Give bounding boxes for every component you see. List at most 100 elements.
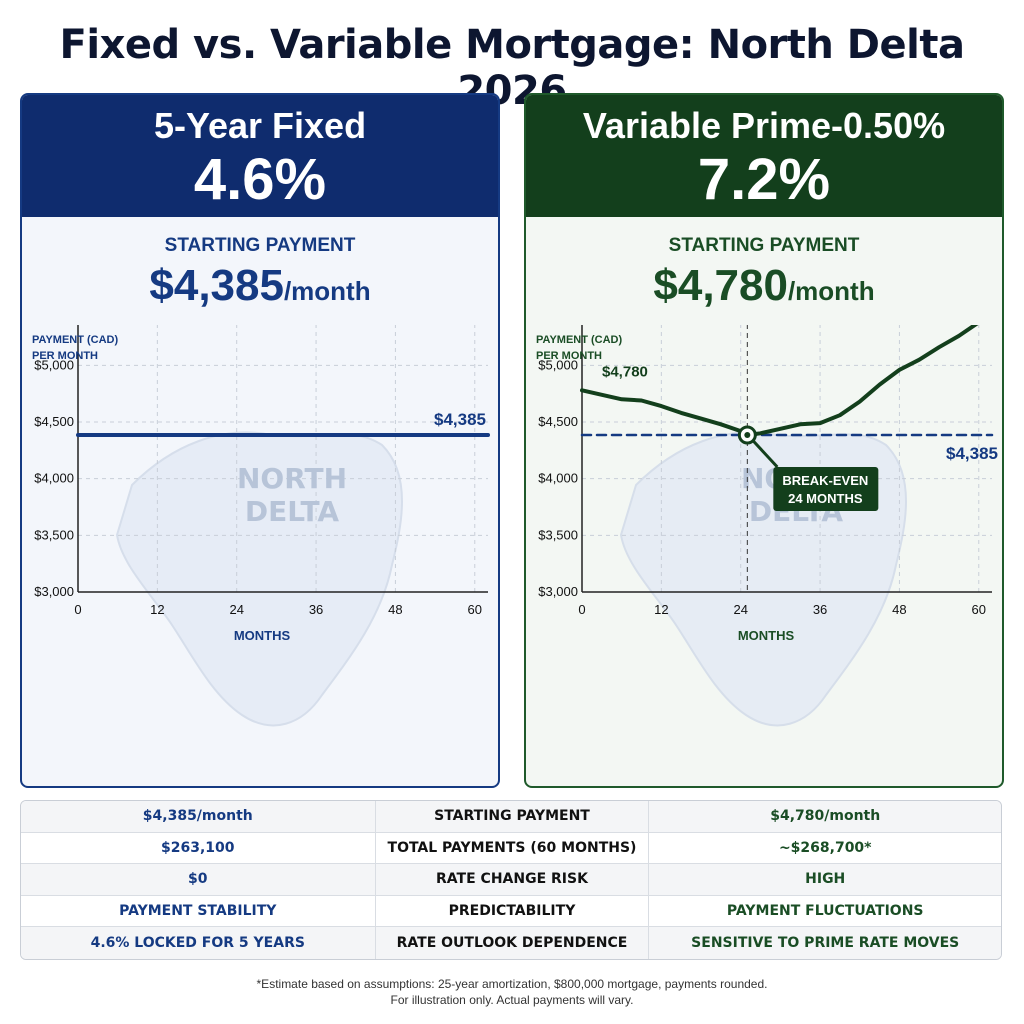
break-even-label: BREAK-EVEN bbox=[782, 473, 868, 488]
fixed-rate: 4.6% bbox=[193, 147, 327, 212]
fixed-starting-payment: $4,385/month bbox=[22, 261, 498, 311]
x-tick-label: 24 bbox=[733, 602, 747, 617]
variable-cell: SENSITIVE TO PRIME RATE MOVES bbox=[691, 935, 960, 952]
x-tick-label: 12 bbox=[150, 602, 164, 617]
y-axis-label: PAYMENT (CAD) bbox=[536, 334, 623, 346]
page-title: Fixed vs. Variable Mortgage: North Delta… bbox=[59, 22, 965, 114]
map-label: NORTH bbox=[237, 462, 347, 495]
variable-header: Variable Prime-0.50% 7.2% bbox=[526, 95, 1002, 217]
variable-starting-unit: /month bbox=[787, 276, 875, 306]
x-tick-label: 0 bbox=[74, 602, 81, 617]
fixed-header: 5-Year Fixed 4.6% bbox=[22, 95, 498, 217]
data-point bbox=[601, 394, 603, 396]
data-point bbox=[938, 346, 940, 348]
fixed-cell: $263,100 bbox=[21, 832, 376, 864]
break-even-pointer bbox=[752, 440, 779, 469]
data-point bbox=[839, 414, 841, 417]
y-axis-label: PER MONTH bbox=[536, 350, 602, 362]
y-axis-label: PER MONTH bbox=[32, 350, 98, 362]
data-point bbox=[779, 428, 782, 430]
data-point bbox=[680, 412, 682, 414]
variable-cell: ~$268,700* bbox=[778, 839, 872, 856]
variable-rate: 7.2% bbox=[697, 147, 831, 212]
fixed-panel: 5-Year Fixed 4.6% STARTING PAYMENT $4,38… bbox=[20, 93, 500, 788]
x-tick-label: 48 bbox=[892, 602, 906, 617]
variable-cell: HIGH bbox=[805, 871, 846, 888]
data-point bbox=[858, 400, 861, 403]
y-tick-label: $3,000 bbox=[34, 584, 74, 599]
fixed-starting-unit: /month bbox=[283, 276, 371, 306]
table-row: 4.6% LOCKED FOR 5 YEARS RATE OUTLOOK DEP… bbox=[21, 927, 1001, 959]
footnote-line: For illustration only. Actual payments w… bbox=[390, 993, 634, 1007]
fixed-cell: $4,385/month bbox=[21, 801, 376, 832]
x-axis-label: MONTHS bbox=[234, 628, 291, 643]
data-point bbox=[77, 434, 79, 436]
y-tick-label: $4,000 bbox=[538, 471, 578, 486]
data-point bbox=[878, 383, 881, 386]
data-label: $4,385 bbox=[434, 410, 486, 429]
break-even-callout bbox=[773, 467, 879, 512]
metric-cell: STARTING PAYMENT bbox=[376, 801, 650, 832]
variable-starting-label: STARTING PAYMENT bbox=[668, 235, 860, 256]
variable-panel: Variable Prime-0.50% 7.2% STARTING PAYME… bbox=[524, 93, 1004, 788]
x-tick-label: 36 bbox=[813, 602, 827, 617]
y-tick-label: $3,500 bbox=[34, 527, 74, 542]
fixed-cell: PAYMENT STABILITY bbox=[21, 895, 376, 927]
variable-cell: $4,780/month bbox=[770, 808, 881, 825]
data-point bbox=[660, 405, 663, 407]
footnote: *Estimate based on assumptions: 25-year … bbox=[0, 976, 1024, 1008]
y-tick-label: $4,000 bbox=[34, 471, 74, 486]
fixed-starting-value: $4,385 bbox=[149, 261, 284, 310]
table-row: PAYMENT STABILITY PREDICTABILITY PAYMENT… bbox=[21, 895, 1001, 928]
data-point bbox=[720, 423, 722, 426]
y-tick-label: $5,000 bbox=[34, 357, 74, 372]
y-tick-label: $3,500 bbox=[538, 527, 578, 542]
break-even-marker-dot bbox=[744, 432, 751, 439]
x-tick-label: 60 bbox=[468, 602, 482, 617]
table-row: $263,100 TOTAL PAYMENTS (60 MONTHS) ~$26… bbox=[21, 832, 1001, 865]
data-point bbox=[620, 398, 623, 401]
y-tick-label: $3,000 bbox=[538, 584, 578, 599]
data-point bbox=[918, 358, 921, 361]
data-point bbox=[898, 369, 901, 371]
variable-cell: PAYMENT FLUCTUATIONS bbox=[726, 903, 924, 920]
data-point bbox=[581, 389, 583, 392]
fixed-cell: 4.6% LOCKED FOR 5 YEARS bbox=[21, 927, 376, 959]
y-tick-label: $5,000 bbox=[538, 357, 578, 372]
x-axis-label: MONTHS bbox=[738, 628, 795, 643]
variable-name: Variable Prime-0.50% bbox=[582, 105, 946, 146]
y-axis-label: PAYMENT (CAD) bbox=[32, 334, 119, 346]
variable-starting-payment: $4,780/month bbox=[526, 261, 1002, 311]
table-row: $4,385/month STARTING PAYMENT $4,780/mon… bbox=[21, 801, 1001, 833]
fixed-starting-label: STARTING PAYMENT bbox=[164, 235, 356, 256]
data-point bbox=[799, 423, 802, 426]
data-point bbox=[700, 417, 702, 420]
fixed-name: 5-Year Fixed bbox=[153, 105, 367, 146]
x-tick-label: 36 bbox=[309, 602, 323, 617]
table-row: $0 RATE CHANGE RISK HIGH bbox=[21, 864, 1001, 896]
metric-cell: TOTAL PAYMENTS (60 MONTHS) bbox=[376, 832, 650, 864]
data-point bbox=[640, 399, 643, 402]
metric-cell: PREDICTABILITY bbox=[376, 895, 650, 927]
x-tick-label: 24 bbox=[229, 602, 243, 617]
data-point bbox=[759, 432, 762, 435]
x-tick-label: 48 bbox=[388, 602, 402, 617]
metric-cell: RATE OUTLOOK DEPENDENCE bbox=[376, 927, 650, 959]
y-tick-label: $4,500 bbox=[538, 414, 578, 429]
x-tick-label: 0 bbox=[578, 602, 585, 617]
footnote-line: *Estimate based on assumptions: 25-year … bbox=[256, 977, 768, 991]
data-point bbox=[487, 434, 489, 436]
data-label: $4,780 bbox=[602, 363, 648, 380]
data-point bbox=[581, 434, 583, 436]
y-tick-label: $4,500 bbox=[34, 414, 74, 429]
map-label: DELTA bbox=[245, 495, 340, 528]
break-even-label: 24 MONTHS bbox=[788, 491, 863, 506]
data-label: $4,385 bbox=[946, 444, 998, 463]
variable-starting-value: $4,780 bbox=[653, 261, 788, 310]
data-point bbox=[819, 422, 821, 424]
x-tick-label: 12 bbox=[654, 602, 668, 617]
